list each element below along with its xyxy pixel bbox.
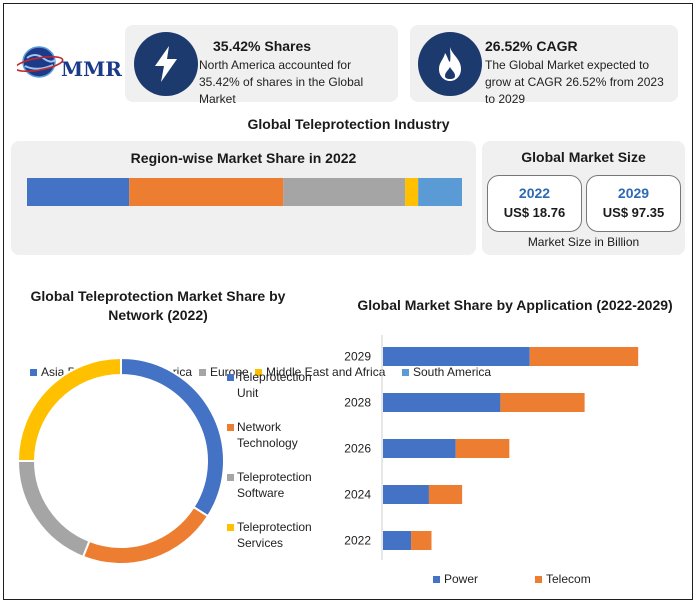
application-chart-title: Global Market Share by Application (2022… [357, 297, 673, 313]
bar-power-2022 [383, 531, 412, 550]
donut-slice-teleprotection-unit [120, 356, 225, 518]
donut-slice-teleprotection-software [16, 460, 91, 559]
region-bar-segment-asia-pacific [27, 178, 130, 206]
legend-swatch [227, 374, 234, 381]
donut-slice-network-technology [81, 505, 210, 565]
lightning-icon [134, 32, 198, 96]
legend-swatch [227, 474, 234, 481]
legend-item-europe: Europe [199, 365, 249, 379]
page-title: Global Teleprotection Industry [247, 116, 450, 132]
market-size-2029: 2029 US$ 97.35 [586, 175, 681, 232]
legend-label: Telecom [546, 572, 591, 586]
legend-label: Power [444, 572, 479, 586]
donut-slice-teleprotection-services [16, 356, 122, 462]
region-stacked-bar [27, 178, 462, 206]
legend-swatch [199, 368, 206, 376]
stat-desc: North America accounted for 35.42% of sh… [199, 58, 364, 106]
market-size-footer: Market Size in Billion [527, 235, 640, 249]
legend-item-middle-east-and-africa: Middle East and Africa [255, 365, 385, 379]
legend-label: South America [413, 365, 492, 379]
bar-power-2029 [383, 347, 530, 366]
bar-telecom-2029 [529, 347, 639, 366]
logo-text: MMR [61, 57, 122, 81]
flame-icon [418, 32, 482, 96]
legend-swatch [227, 424, 234, 431]
y-tick-label: 2022 [344, 534, 371, 548]
y-tick-label: 2029 [344, 350, 371, 364]
stat-card-cagr: 26.52% CAGR The Global Market expected t… [410, 25, 678, 106]
legend-item-teleprotection-unit: Teleprotection Unit [237, 370, 312, 400]
region-bar-segment-north-america [129, 178, 284, 206]
size-year: 2022 [518, 185, 551, 201]
logo: MMR [17, 40, 122, 85]
bar-telecom-2026 [455, 439, 510, 458]
bar-telecom-2024 [428, 485, 463, 504]
bar-power-2026 [383, 439, 456, 458]
stat-title: 26.52% CAGR [485, 38, 578, 54]
region-chart-title: Region-wise Market Share in 2022 [130, 150, 357, 166]
stat-card-shares: 35.42% Shares North America accounted fo… [125, 25, 398, 106]
market-size-title: Global Market Size [521, 149, 646, 165]
legend-item-telecom: Telecom [535, 572, 591, 586]
stat-desc: The Global Market expected to grow at CA… [485, 58, 664, 106]
size-value: US$ 18.76 [503, 205, 566, 220]
legend-swatch [30, 368, 37, 376]
application-stacked-bar-chart: 2029 2028 2026 2024 2022 [344, 335, 639, 560]
legend-item-network-technology: Network Technology [237, 420, 298, 450]
size-year: 2029 [617, 185, 650, 201]
region-share-card: Region-wise Market Share in 2022 Asia Pa… [11, 141, 491, 379]
stat-title: 35.42% Shares [213, 38, 312, 54]
legend-swatch [255, 368, 262, 376]
bar-telecom-2028 [500, 393, 585, 412]
region-bar-segment-middle-east-and-africa [405, 178, 419, 206]
donut-chart-title: Global Teleprotection Market Share by Ne… [30, 288, 286, 323]
network-donut-chart [16, 356, 225, 565]
bar-power-2028 [383, 393, 501, 412]
legend-swatch [227, 524, 234, 531]
size-value: US$ 97.35 [602, 205, 665, 220]
region-bar-segment-europe [283, 178, 406, 206]
legend-swatch [433, 575, 440, 583]
market-size-2022: 2022 US$ 18.76 [487, 175, 582, 232]
legend-label: Middle East and Africa [266, 365, 386, 379]
y-tick-label: 2028 [344, 396, 371, 410]
bar-power-2024 [383, 485, 429, 504]
legend-swatch [402, 368, 409, 376]
y-tick-label: 2024 [344, 488, 371, 502]
market-size-card: Global Market Size 2022 US$ 18.76 2029 U… [482, 141, 685, 255]
legend-item-teleprotection-services: Teleprotection Services [237, 520, 312, 550]
bar-telecom-2022 [411, 531, 432, 550]
y-tick-label: 2026 [344, 442, 371, 456]
legend-item-power: Power [433, 572, 478, 586]
region-bar-segment-south-america [418, 178, 462, 206]
legend-label: Europe [210, 365, 249, 379]
globe-icon [17, 46, 64, 78]
legend-swatch [535, 575, 542, 583]
legend-item-teleprotection-software: Teleprotection Software [237, 470, 312, 500]
legend-item-south-america: South America [402, 365, 491, 379]
infographic-frame [3, 3, 693, 600]
